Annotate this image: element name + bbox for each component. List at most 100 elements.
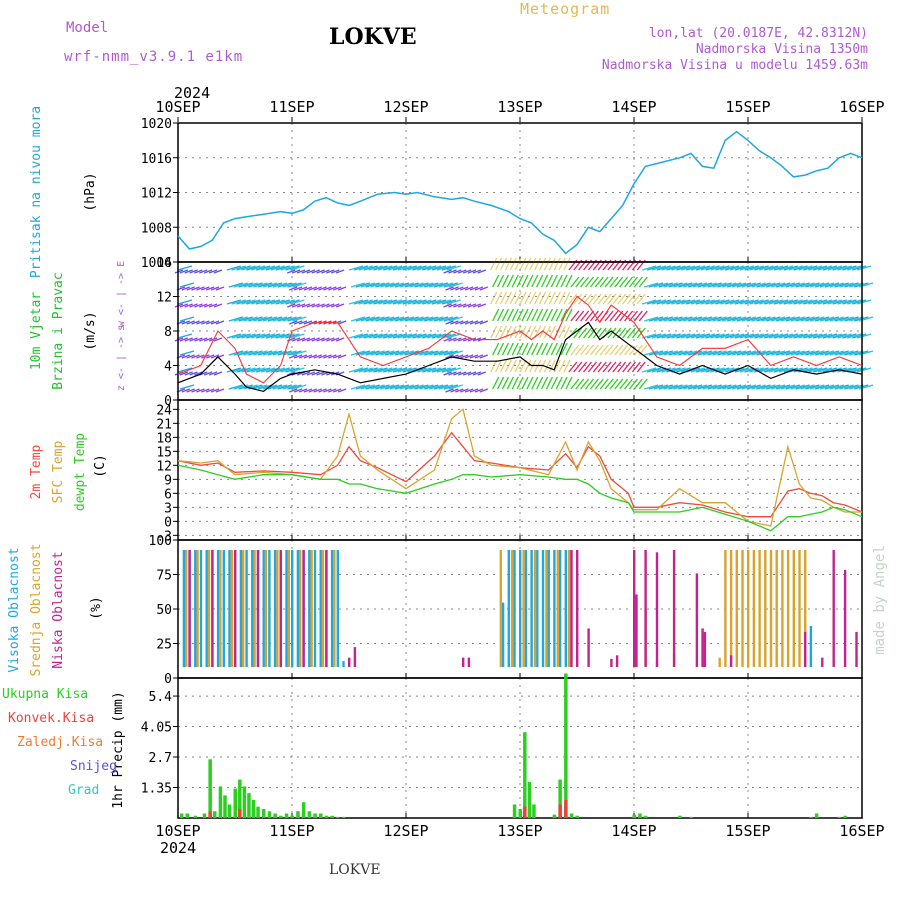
wind-barb [311,303,320,308]
wind-barb [248,282,263,288]
wind-barb [768,333,784,339]
wind-barb [805,282,820,288]
wind-barb [248,350,263,356]
wind-barb [184,337,193,342]
wind-barb [697,350,713,356]
wind-barb [658,316,673,322]
wind-barb [337,320,347,325]
wind-barb [323,388,332,393]
wind-barb [326,269,335,274]
wind-barb [186,388,195,393]
wind-barb [563,257,571,271]
wind-axis-label-2: Brzina i Pravac [51,272,66,389]
wind-axis-label: 10m Vjetar [29,292,44,370]
wind-barb [707,316,722,322]
wind-barb [233,282,248,288]
wind-barb [373,367,388,373]
wind-barb [179,316,195,322]
wind-barb [580,344,590,356]
cloud-bar-2 [467,657,471,667]
wind-barb [205,354,215,359]
wind-barb [291,337,301,342]
wind-barb [368,265,383,271]
wind-barb [228,384,244,390]
pressure-ytick-label: 1004 [141,256,172,271]
wind-barb [205,388,215,393]
bottom-date-tick-label: 12SEP [383,822,428,840]
precip-legend-4: Grad [68,783,99,798]
precip-bar-0 [247,793,251,818]
wind-barb [604,310,614,322]
wind-barb [663,282,678,288]
wind-barb [285,265,300,271]
wind-barb [643,384,659,390]
wind-barb [246,367,261,373]
wind-barb [788,265,803,271]
wind-barb [387,299,403,305]
wind-barb [692,384,708,390]
wind-barb [829,282,844,288]
wind-barb [177,265,193,271]
wind-barb [492,342,500,356]
wind-barb [599,344,609,356]
precip-bar-0 [202,813,207,818]
wind-barb [458,269,467,274]
wind-barb [681,299,696,305]
wind-barb [479,286,489,291]
wind-barb [526,376,534,390]
bottom-date-tick-label: 13SEP [497,822,542,840]
cloud-bar-1 [522,550,525,667]
top-date-tick-label: 15SEP [725,98,770,116]
wind-barb [399,316,415,322]
wind-barb [854,316,869,322]
wind-barb [619,276,629,288]
wind-barb [293,286,303,291]
wind-barb [717,316,732,322]
wind-barb [450,320,459,325]
wind-barb [516,274,524,288]
wind-barb [729,265,745,271]
wind-barb [754,299,769,305]
wind-barb [504,291,512,305]
wind-barb [378,299,393,305]
wind-barb [201,388,210,393]
wind-barb [710,265,725,271]
pressure-line [177,130,863,255]
wind-barb [827,299,842,305]
wind-barb [800,384,815,390]
wind-barb [358,265,373,271]
wind-barb [241,333,256,339]
wind-barb [494,325,503,339]
wind-barb [270,299,286,305]
wind-barb [626,327,636,339]
wind-barb [628,378,638,390]
cloud-ytick-label: 100 [149,534,172,549]
wind-barb [661,265,676,271]
wind-barb [241,367,256,373]
wind-barb [199,269,208,274]
wind-barb [392,333,408,339]
precip-bar-0 [296,811,300,818]
wind-barb [509,291,517,305]
wind-barb [847,265,862,271]
wind-barb [526,342,534,356]
wind-barb [443,371,452,376]
wind-barb [578,361,588,373]
credit-label: made by Angel [872,545,888,655]
wind-barb [783,299,799,305]
wind-barb [262,282,278,288]
wind-barb [231,265,246,271]
wind-barb [499,257,508,271]
wind-barb [668,316,683,322]
wind-barb [272,350,288,356]
wind-barb [501,274,510,288]
wind-barb [419,384,434,390]
wind-barb [375,282,390,288]
precip-bar-0 [313,813,317,818]
wind-barb [308,286,318,291]
precip-axis-label: 1hr Precip (mm) [111,691,126,808]
precip-ytick-label: 4.05 [141,721,172,736]
wind-barb [834,384,849,390]
wind-barb [785,384,801,390]
wind-barb [436,265,452,271]
